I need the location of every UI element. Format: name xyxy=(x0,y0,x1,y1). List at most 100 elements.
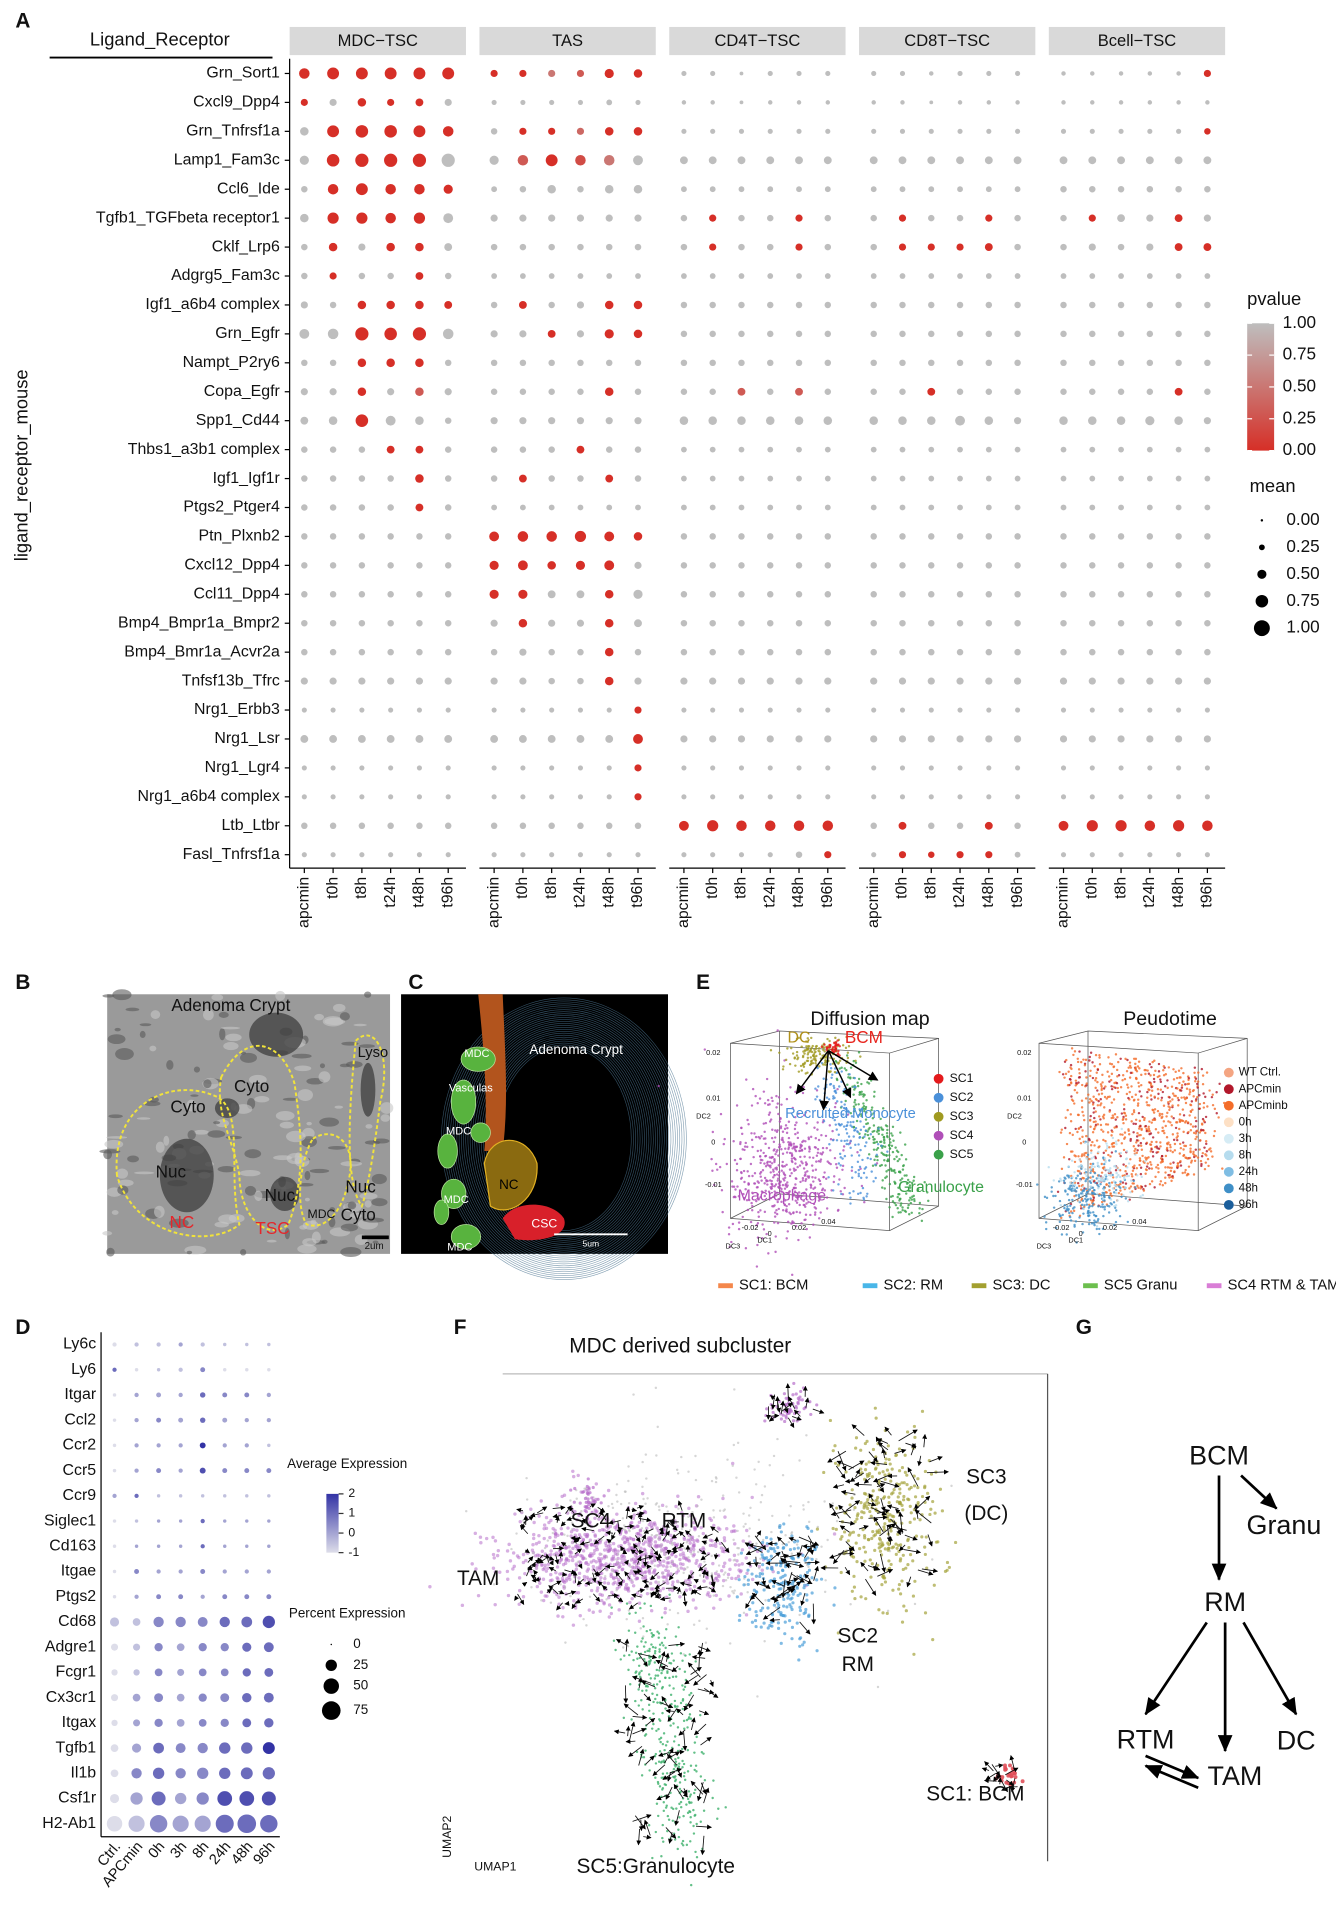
cell-point xyxy=(1115,1185,1117,1187)
cell-point xyxy=(733,1542,736,1545)
cell-point xyxy=(1180,1147,1182,1149)
dot xyxy=(301,388,308,395)
cell-point xyxy=(1155,1166,1157,1168)
dot xyxy=(415,359,424,368)
cell-point xyxy=(1130,1066,1132,1068)
dot xyxy=(1089,678,1096,685)
cell-point xyxy=(838,1062,840,1064)
cell-point xyxy=(1045,1221,1047,1223)
cell-point xyxy=(1100,1194,1102,1196)
cell-point xyxy=(1085,1175,1087,1177)
cell-point xyxy=(671,1583,674,1586)
cell-point xyxy=(1052,1195,1054,1197)
x-tick-label: t96h xyxy=(819,877,836,908)
cell-point xyxy=(1101,1092,1103,1094)
dot xyxy=(387,649,393,655)
dot xyxy=(1060,533,1066,539)
cell-point xyxy=(557,1512,560,1515)
cell-point xyxy=(670,1538,673,1541)
dot xyxy=(709,620,715,626)
dot xyxy=(958,100,962,104)
dot xyxy=(445,446,451,452)
cell-point xyxy=(507,1594,510,1597)
texture xyxy=(276,1111,295,1121)
dot xyxy=(577,244,583,250)
cell-point xyxy=(507,1543,510,1546)
cell-point xyxy=(736,1163,738,1165)
cell-point xyxy=(1149,1161,1151,1163)
cell-point xyxy=(653,1544,656,1547)
cell-point xyxy=(1157,1088,1159,1090)
cell-point xyxy=(564,1559,567,1562)
dot xyxy=(825,129,830,134)
cell-point xyxy=(1089,1115,1091,1117)
cell-point xyxy=(1124,1078,1126,1080)
cell-point xyxy=(651,1534,653,1536)
legend-label: SC2 xyxy=(950,1090,974,1104)
cell-point xyxy=(1075,1079,1077,1081)
texture xyxy=(102,1231,112,1236)
cell-point xyxy=(1158,1148,1160,1150)
dot xyxy=(179,1545,182,1548)
cell-point xyxy=(826,1038,828,1040)
dot xyxy=(1204,302,1210,308)
cell-point xyxy=(1150,1150,1152,1152)
cell-point xyxy=(876,1154,878,1156)
cell-point xyxy=(1078,1127,1080,1129)
dot xyxy=(1014,331,1020,337)
cell-point xyxy=(531,1543,534,1546)
dot xyxy=(680,156,688,164)
cell-point xyxy=(1119,1215,1121,1217)
cell-point xyxy=(810,1184,812,1186)
dot xyxy=(767,476,773,482)
dot xyxy=(491,273,497,279)
cell-point xyxy=(1084,1180,1086,1182)
cell-point xyxy=(1146,1104,1148,1106)
cell-point xyxy=(623,1555,626,1558)
cell-point xyxy=(778,1182,780,1184)
cell-point xyxy=(739,1143,741,1145)
cell-point xyxy=(1159,1183,1161,1185)
cell-point xyxy=(648,1544,650,1546)
cell-point xyxy=(1212,1104,1214,1106)
dot xyxy=(1204,186,1210,192)
cell-point xyxy=(1100,1176,1102,1178)
cell-point xyxy=(635,1532,638,1535)
dot xyxy=(1118,360,1124,366)
texture xyxy=(364,991,371,997)
dot xyxy=(605,590,614,599)
dot xyxy=(680,416,689,425)
cell-point xyxy=(1075,1084,1077,1086)
cell-point xyxy=(1093,1197,1095,1199)
dot xyxy=(1204,476,1210,482)
dot xyxy=(491,360,497,366)
cell-point xyxy=(1063,1180,1065,1182)
cell-point xyxy=(1111,1101,1113,1103)
dot xyxy=(986,505,992,511)
dot xyxy=(216,1815,234,1833)
cell-point xyxy=(669,1572,672,1575)
cell-point xyxy=(728,1558,731,1561)
dot xyxy=(200,1468,206,1474)
cell-point xyxy=(1193,1173,1195,1175)
legend-dot xyxy=(322,1701,341,1720)
cell-point xyxy=(1112,1176,1114,1178)
dot xyxy=(1090,765,1095,770)
cell-point xyxy=(1125,1118,1127,1120)
cell-point xyxy=(1102,1139,1104,1141)
cell-point xyxy=(1125,1182,1127,1184)
dot xyxy=(709,331,715,337)
legend-swatch xyxy=(1207,1283,1222,1288)
dot xyxy=(388,765,393,770)
dot xyxy=(179,1342,183,1346)
image-label: 2um xyxy=(365,1241,384,1252)
dot xyxy=(1089,360,1095,366)
texture xyxy=(127,1155,139,1162)
cell-point xyxy=(1121,1133,1123,1135)
dot xyxy=(736,821,747,832)
x-tick-label: apcmin xyxy=(865,877,882,928)
cell-point xyxy=(550,1601,552,1603)
dot xyxy=(358,243,365,250)
dot xyxy=(986,707,991,712)
cell-point xyxy=(886,1132,888,1134)
